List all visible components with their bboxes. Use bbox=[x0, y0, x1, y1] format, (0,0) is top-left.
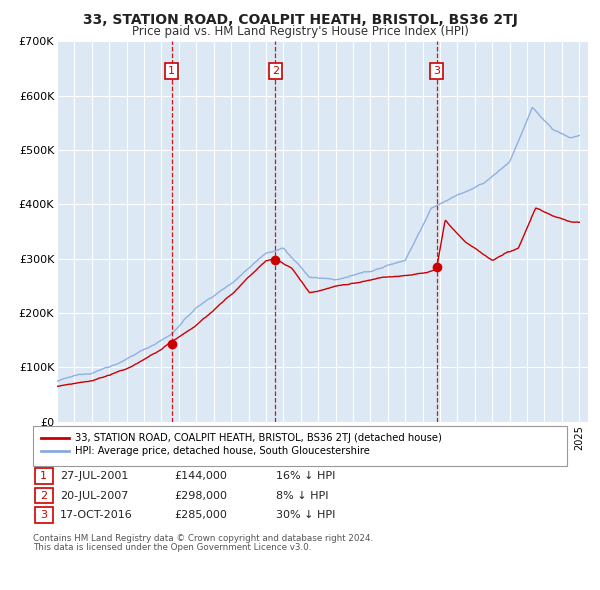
Text: 27-JUL-2001: 27-JUL-2001 bbox=[60, 471, 128, 481]
Text: 1: 1 bbox=[40, 471, 47, 481]
Text: £298,000: £298,000 bbox=[174, 491, 227, 500]
Text: 17-OCT-2016: 17-OCT-2016 bbox=[60, 510, 133, 520]
Text: 33, STATION ROAD, COALPIT HEATH, BRISTOL, BS36 2TJ (detached house): 33, STATION ROAD, COALPIT HEATH, BRISTOL… bbox=[75, 433, 442, 442]
Text: Price paid vs. HM Land Registry's House Price Index (HPI): Price paid vs. HM Land Registry's House … bbox=[131, 25, 469, 38]
Text: This data is licensed under the Open Government Licence v3.0.: This data is licensed under the Open Gov… bbox=[33, 543, 311, 552]
Text: 20-JUL-2007: 20-JUL-2007 bbox=[60, 491, 128, 500]
Text: Contains HM Land Registry data © Crown copyright and database right 2024.: Contains HM Land Registry data © Crown c… bbox=[33, 533, 373, 543]
Text: 30% ↓ HPI: 30% ↓ HPI bbox=[276, 510, 335, 520]
Text: 2: 2 bbox=[272, 66, 279, 76]
Text: 3: 3 bbox=[433, 66, 440, 76]
Text: 2: 2 bbox=[40, 491, 47, 500]
Text: 3: 3 bbox=[40, 510, 47, 520]
Text: 16% ↓ HPI: 16% ↓ HPI bbox=[276, 471, 335, 481]
Text: 8% ↓ HPI: 8% ↓ HPI bbox=[276, 491, 329, 500]
Text: £144,000: £144,000 bbox=[174, 471, 227, 481]
Text: 33, STATION ROAD, COALPIT HEATH, BRISTOL, BS36 2TJ: 33, STATION ROAD, COALPIT HEATH, BRISTOL… bbox=[83, 13, 517, 27]
Text: HPI: Average price, detached house, South Gloucestershire: HPI: Average price, detached house, Sout… bbox=[75, 447, 370, 456]
Text: £285,000: £285,000 bbox=[174, 510, 227, 520]
Text: 1: 1 bbox=[168, 66, 175, 76]
